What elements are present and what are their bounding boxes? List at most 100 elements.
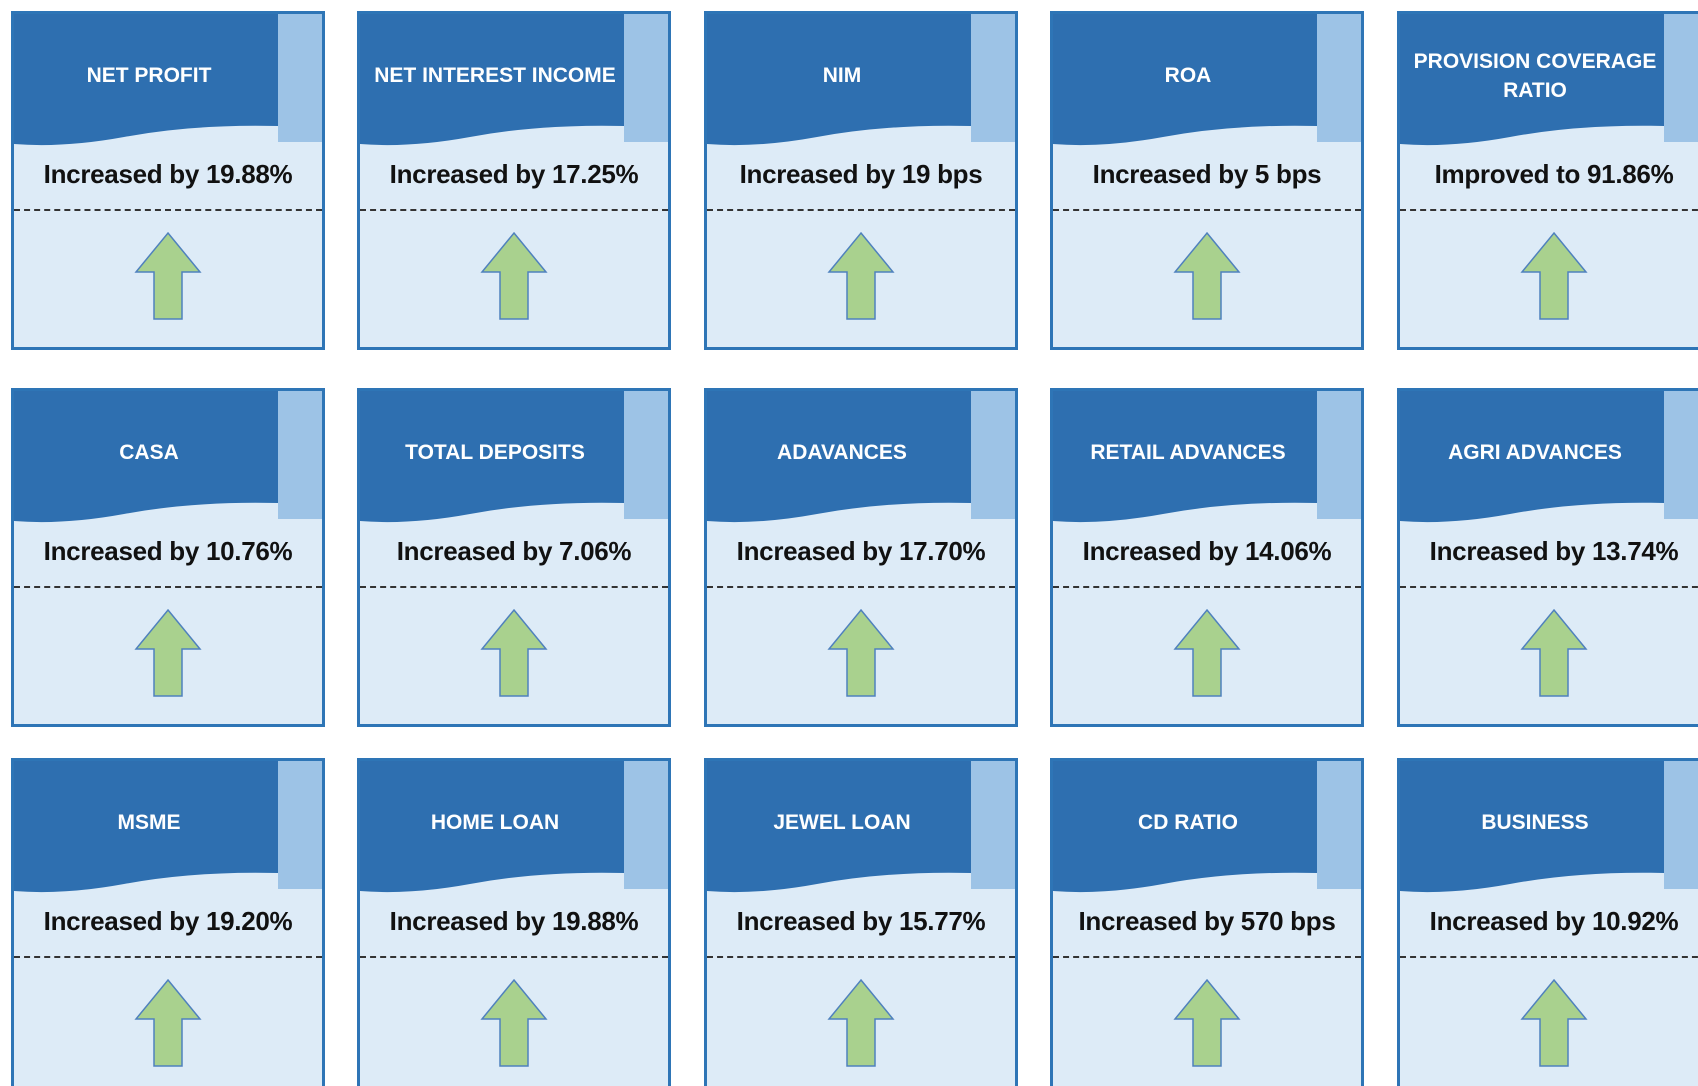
kpi-card: ROA Increased by 5 bps bbox=[1050, 11, 1364, 350]
header-accent bbox=[1664, 391, 1698, 519]
header-accent bbox=[971, 14, 1015, 142]
kpi-card: BUSINESS Increased by 10.92% bbox=[1397, 758, 1698, 1086]
header-accent bbox=[624, 761, 668, 889]
header-banner bbox=[14, 761, 278, 893]
card-graphics bbox=[360, 391, 668, 697]
kpi-card: NIM Increased by 19 bps bbox=[704, 11, 1018, 350]
card-text: Increased by 5 bps bbox=[1092, 159, 1322, 189]
card-text: Increased by 19 bps bbox=[739, 159, 983, 189]
divider bbox=[1053, 586, 1361, 588]
up-arrow bbox=[480, 231, 548, 320]
header-banner bbox=[1053, 391, 1317, 523]
header-accent bbox=[1664, 14, 1698, 142]
card-text: Increased by 17.70% bbox=[736, 536, 986, 566]
card-title: CASA bbox=[119, 441, 179, 465]
kpi-card: NET INTEREST INCOME Increased by 17.25% bbox=[357, 11, 671, 350]
up-arrow bbox=[1520, 231, 1588, 320]
divider bbox=[1400, 209, 1698, 211]
header-banner bbox=[360, 391, 624, 523]
divider bbox=[707, 956, 1015, 958]
card-graphics bbox=[14, 391, 322, 697]
card-text: Increased by 15.77% bbox=[736, 906, 986, 936]
divider bbox=[707, 586, 1015, 588]
card-text: Increased by 19.88% bbox=[43, 159, 293, 189]
header-banner bbox=[1400, 761, 1664, 893]
card-graphics bbox=[14, 14, 322, 320]
divider bbox=[1053, 956, 1361, 958]
card-text: Increased by 10.76% bbox=[43, 536, 293, 566]
header-accent bbox=[1317, 761, 1361, 889]
kpi-card: ADAVANCES Increased by 17.70% bbox=[704, 388, 1018, 727]
divider bbox=[1053, 209, 1361, 211]
card-title: BUSINESS bbox=[1481, 811, 1589, 835]
card-graphics bbox=[1053, 761, 1361, 1067]
kpi-card: TOTAL DEPOSITS Increased by 7.06% bbox=[357, 388, 671, 727]
card-text: Increased by 13.74% bbox=[1429, 536, 1679, 566]
card-title: ROA bbox=[1164, 64, 1212, 88]
card-title: TOTAL DEPOSITS bbox=[405, 441, 585, 465]
header-accent bbox=[1317, 391, 1361, 519]
kpi-card: NET PROFIT Increased by 19.88% bbox=[11, 11, 325, 350]
divider bbox=[360, 586, 668, 588]
up-arrow bbox=[134, 608, 202, 697]
up-arrow bbox=[1520, 608, 1588, 697]
up-arrow bbox=[1173, 231, 1241, 320]
card-graphics bbox=[707, 391, 1015, 697]
kpi-card: JEWEL LOAN Increased by 15.77% bbox=[704, 758, 1018, 1086]
kpi-card: CASA Increased by 10.76% bbox=[11, 388, 325, 727]
divider bbox=[360, 209, 668, 211]
header-banner bbox=[1400, 391, 1664, 523]
card-text: Increased by 14.06% bbox=[1082, 536, 1332, 566]
header-accent bbox=[624, 14, 668, 142]
header-banner bbox=[14, 391, 278, 523]
divider bbox=[14, 956, 322, 958]
card-graphics bbox=[360, 14, 668, 320]
card-graphics bbox=[14, 761, 322, 1067]
card-text: Increased by 17.25% bbox=[389, 159, 639, 189]
up-arrow bbox=[827, 231, 895, 320]
header-banner bbox=[14, 14, 278, 146]
card-title: JEWEL LOAN bbox=[773, 811, 911, 835]
card-graphics bbox=[1053, 391, 1361, 697]
header-accent bbox=[971, 761, 1015, 889]
header-accent bbox=[278, 391, 322, 519]
card-graphics bbox=[707, 14, 1015, 320]
card-title: NIM bbox=[822, 64, 862, 88]
card-title: HOME LOAN bbox=[430, 811, 560, 835]
card-title: PROVISION COVERAGE RATIO bbox=[1413, 49, 1657, 102]
header-banner bbox=[360, 14, 624, 146]
header-banner bbox=[707, 761, 971, 893]
up-arrow bbox=[827, 608, 895, 697]
up-arrow bbox=[1173, 608, 1241, 697]
header-banner bbox=[1053, 761, 1317, 893]
card-graphics bbox=[1053, 14, 1361, 320]
card-graphics bbox=[1400, 391, 1698, 697]
card-graphics bbox=[360, 761, 668, 1067]
up-arrow bbox=[480, 978, 548, 1067]
card-text: Increased by 19.20% bbox=[43, 906, 293, 936]
card-title: NET PROFIT bbox=[86, 64, 212, 88]
header-banner bbox=[1053, 14, 1317, 146]
up-arrow bbox=[1520, 978, 1588, 1067]
divider bbox=[14, 209, 322, 211]
card-title: RETAIL ADVANCES bbox=[1090, 441, 1286, 465]
card-text: Increased by 7.06% bbox=[396, 536, 632, 566]
divider bbox=[1400, 956, 1698, 958]
card-title: AGRI ADVANCES bbox=[1448, 441, 1622, 465]
up-arrow bbox=[134, 978, 202, 1067]
card-text: Increased by 570 bps bbox=[1078, 906, 1336, 936]
kpi-card: AGRI ADVANCES Increased by 13.74% bbox=[1397, 388, 1698, 727]
header-accent bbox=[278, 14, 322, 142]
card-graphics bbox=[1400, 761, 1698, 1067]
header-accent bbox=[1664, 761, 1698, 889]
divider bbox=[360, 956, 668, 958]
kpi-card: CD RATIO Increased by 570 bps bbox=[1050, 758, 1364, 1086]
kpi-card: HOME LOAN Increased by 19.88% bbox=[357, 758, 671, 1086]
card-title: CD RATIO bbox=[1138, 811, 1238, 835]
divider bbox=[1400, 586, 1698, 588]
header-accent bbox=[1317, 14, 1361, 142]
header-accent bbox=[971, 391, 1015, 519]
card-text: Increased by 10.92% bbox=[1429, 906, 1679, 936]
header-accent bbox=[278, 761, 322, 889]
